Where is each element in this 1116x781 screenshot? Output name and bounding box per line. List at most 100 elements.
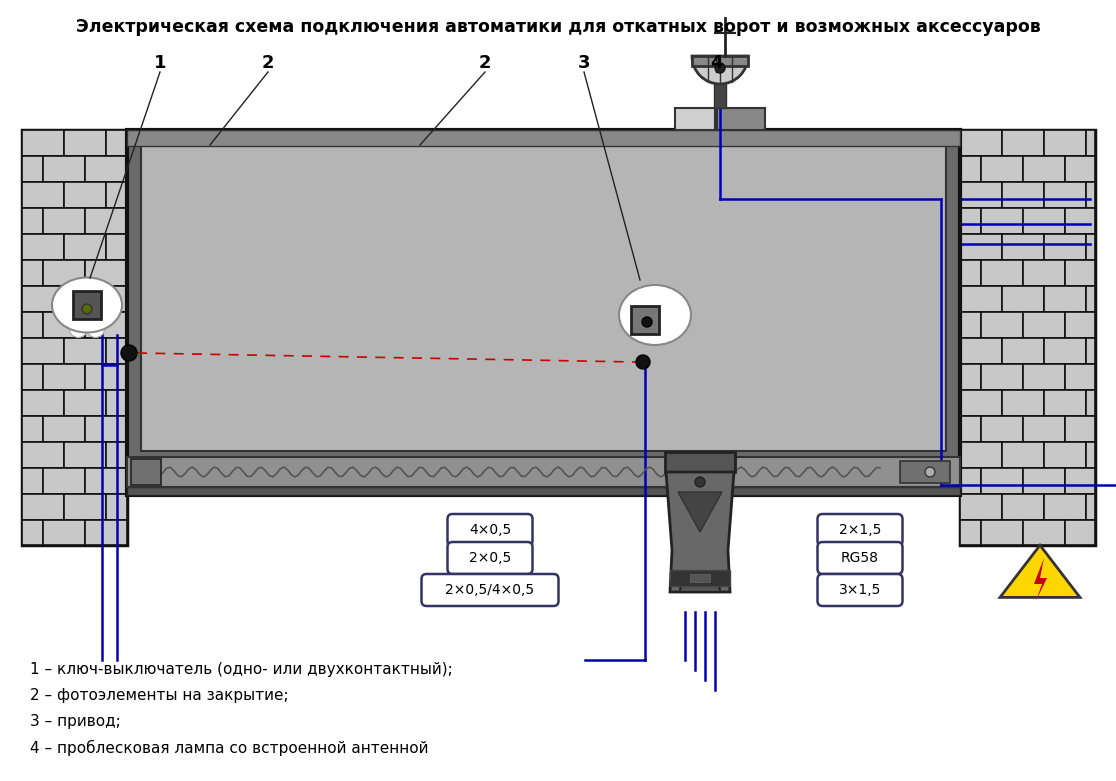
Bar [85, 468, 127, 494]
Bar [64, 390, 106, 416]
Circle shape [631, 291, 646, 308]
Bar [73, 291, 102, 319]
Polygon shape [1000, 545, 1080, 597]
Bar [960, 442, 1002, 468]
Bar [1023, 156, 1065, 182]
Bar [22, 390, 64, 416]
Polygon shape [1035, 558, 1047, 601]
Text: 3: 3 [578, 54, 590, 72]
Bar [1065, 260, 1095, 286]
Bar [960, 182, 1002, 208]
Bar [106, 442, 127, 468]
Bar [1086, 130, 1095, 156]
Bar [1023, 364, 1065, 390]
Text: 3×1,5: 3×1,5 [839, 583, 882, 597]
Bar [960, 286, 1002, 312]
Bar [960, 494, 1002, 520]
Bar [106, 182, 127, 208]
Bar [106, 494, 127, 520]
Bar [675, 108, 715, 130]
Bar [44, 156, 85, 182]
Bar [981, 416, 1023, 442]
Bar [106, 130, 127, 156]
Bar [131, 459, 161, 485]
Text: 4: 4 [710, 54, 722, 72]
Bar [22, 468, 44, 494]
Bar [960, 130, 1002, 156]
Bar [692, 56, 748, 66]
Bar [1065, 468, 1095, 494]
Bar [1023, 260, 1065, 286]
Bar [22, 312, 44, 338]
Bar [1043, 286, 1086, 312]
Bar [64, 182, 106, 208]
Bar [1043, 442, 1086, 468]
Circle shape [81, 304, 92, 314]
Bar [64, 494, 106, 520]
Bar [981, 208, 1023, 234]
Bar [960, 130, 1095, 545]
Bar [22, 338, 64, 364]
Bar [1043, 338, 1086, 364]
Text: 2: 2 [262, 54, 275, 72]
Bar [22, 208, 44, 234]
Text: 2×0,5: 2×0,5 [469, 551, 511, 565]
Bar [1002, 182, 1043, 208]
Bar [981, 312, 1023, 338]
Circle shape [95, 286, 114, 304]
Bar [1002, 338, 1043, 364]
Bar [127, 457, 960, 487]
Bar [960, 208, 981, 234]
Bar [44, 208, 85, 234]
Bar [64, 442, 106, 468]
Bar [64, 338, 106, 364]
Bar [141, 144, 946, 451]
Bar [22, 156, 44, 182]
Bar [85, 364, 127, 390]
Circle shape [664, 323, 680, 338]
Bar [1023, 312, 1065, 338]
Bar [981, 260, 1023, 286]
Bar [22, 182, 64, 208]
FancyBboxPatch shape [818, 542, 903, 574]
Bar [44, 260, 85, 286]
FancyBboxPatch shape [448, 542, 532, 574]
Bar [981, 156, 1023, 182]
Bar [127, 130, 960, 495]
Bar [64, 130, 106, 156]
FancyBboxPatch shape [422, 574, 558, 606]
Bar [106, 234, 127, 260]
Bar [1065, 156, 1095, 182]
Bar [1043, 182, 1086, 208]
Bar [960, 234, 1002, 260]
Bar [1002, 286, 1043, 312]
Bar [64, 286, 106, 312]
FancyBboxPatch shape [818, 514, 903, 546]
Bar [1023, 468, 1065, 494]
Bar [960, 260, 981, 286]
Text: 2 – фотоэлементы на закрытие;: 2 – фотоэлементы на закрытие; [30, 688, 289, 703]
Bar [22, 260, 44, 286]
Text: 1 – ключ-выключатель (одно- или двухконтактный);: 1 – ключ-выключатель (одно- или двухконт… [30, 662, 453, 677]
Bar [1043, 130, 1086, 156]
Bar [716, 108, 764, 130]
Circle shape [695, 477, 705, 487]
Bar [1043, 390, 1086, 416]
Bar [44, 520, 85, 545]
Text: 1: 1 [154, 54, 166, 72]
Text: Электрическая схема подключения автоматики для откатных ворот и возможных аксесс: Электрическая схема подключения автомати… [76, 18, 1040, 36]
Bar [22, 286, 64, 312]
Bar [22, 494, 64, 520]
Bar [1065, 416, 1095, 442]
Circle shape [87, 319, 105, 337]
Circle shape [715, 63, 725, 73]
Bar [981, 468, 1023, 494]
Bar [670, 570, 730, 586]
Bar [1086, 338, 1095, 364]
Bar [1065, 208, 1095, 234]
FancyBboxPatch shape [818, 574, 903, 606]
Circle shape [627, 320, 643, 336]
Bar [1043, 494, 1086, 520]
Bar [960, 468, 981, 494]
Bar [85, 416, 127, 442]
